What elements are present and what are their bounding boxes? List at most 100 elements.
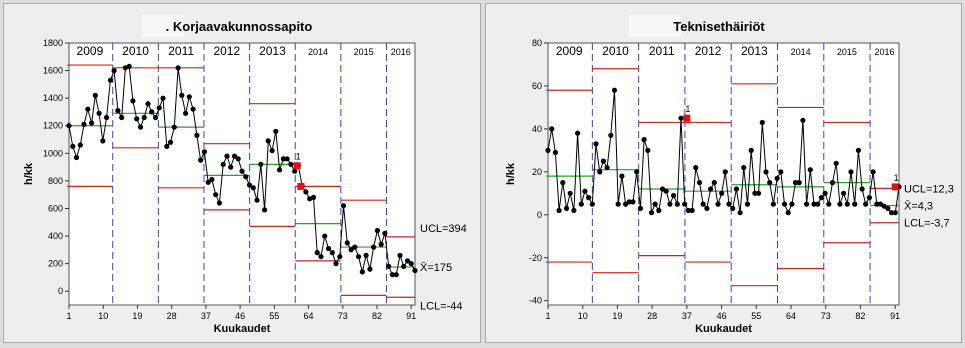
data-point-24	[152, 114, 159, 121]
data-point-54	[741, 165, 747, 171]
right-chart-panel: Teknisethäiriöt 2009 2010 2011 2012 2013 2014 2…	[485, 3, 962, 343]
data-point-50	[726, 201, 732, 207]
x-tick-label: 64	[304, 311, 314, 321]
data-point-2	[70, 143, 76, 149]
data-point-83	[374, 227, 380, 234]
data-point-31	[656, 207, 662, 214]
data-point-1	[66, 123, 72, 129]
data-point-40	[689, 207, 695, 214]
x-tick-label: 73	[821, 311, 831, 321]
data-point-20	[615, 201, 621, 207]
data-point-4	[77, 142, 83, 148]
data-point-33	[186, 94, 192, 100]
year-label-2012: 2012	[695, 44, 722, 58]
out-of-control-marker-2	[297, 182, 305, 190]
data-point-64	[778, 169, 784, 175]
data-point-47	[715, 201, 721, 207]
data-point-23	[149, 109, 155, 115]
out-of-control-marker-1	[293, 162, 301, 170]
y-tick-label: 800	[48, 176, 63, 186]
data-point-59	[284, 156, 290, 162]
x-tick-label: 91	[890, 311, 900, 321]
data-point-88	[393, 272, 399, 278]
data-point-38	[205, 179, 211, 185]
data-point-29	[648, 210, 655, 216]
data-point-70	[325, 245, 332, 252]
data-point-85	[855, 147, 861, 153]
ucl-value-label: UCL=12,3	[904, 183, 954, 195]
data-point-12	[586, 195, 592, 201]
x-tick-label: 64	[786, 311, 796, 321]
data-point-20	[137, 124, 144, 130]
y-tick-label: 200	[48, 259, 63, 269]
data-point-53	[262, 207, 268, 213]
data-point-57	[752, 190, 758, 196]
data-point-68	[318, 254, 324, 260]
out-of-control-marker-2	[891, 183, 899, 191]
data-point-8	[571, 207, 577, 214]
data-point-37	[201, 149, 207, 155]
data-point-63	[774, 175, 780, 181]
chart-title: Teknisethäiriöt	[673, 19, 765, 34]
data-point-2	[549, 126, 555, 132]
data-point-86	[386, 263, 392, 269]
x-tick-label: 10	[578, 311, 588, 321]
data-point-30	[175, 65, 181, 71]
y-tick-label: 1200	[43, 121, 63, 131]
data-point-89	[397, 252, 403, 258]
year-label-2015: 2015	[354, 47, 374, 57]
year-label-2016: 2016	[875, 47, 895, 57]
x-axis-label: Kuukaudet	[214, 323, 271, 335]
data-point-77	[352, 244, 358, 250]
x-tick-label: 37	[682, 311, 692, 321]
x-tick-label: 28	[647, 311, 657, 321]
x-tick-label: 91	[406, 311, 416, 321]
y-tick-label: -40	[529, 296, 542, 306]
data-point-6	[85, 106, 91, 112]
left-chart-svg: . Korjaavakunnossapito 2009 2010 2011 2012 20…	[23, 15, 467, 335]
year-label-2012: 2012	[213, 44, 240, 58]
data-point-4	[556, 207, 562, 214]
data-point-86	[859, 186, 865, 192]
data-point-46	[235, 156, 241, 162]
data-point-39	[209, 176, 215, 183]
left-chart-panel: . Korjaavakunnossapito 2009 2010 2011 2012 20…	[3, 3, 481, 343]
data-point-45	[708, 186, 714, 192]
data-point-58	[756, 190, 762, 196]
data-point-21	[619, 173, 625, 179]
data-point-75	[344, 240, 350, 246]
x-tick-label: 1	[66, 311, 71, 321]
data-point-52	[733, 186, 739, 192]
data-point-11	[104, 114, 110, 121]
x-tick-label: 46	[235, 311, 245, 321]
data-point-10	[100, 138, 106, 144]
year-label-2011: 2011	[649, 44, 675, 58]
data-point-83	[848, 169, 854, 175]
data-point-9	[575, 130, 581, 136]
data-point-51	[254, 197, 260, 203]
y-tick-label: 1800	[43, 38, 63, 48]
data-point-31	[179, 92, 185, 98]
data-point-15	[119, 114, 125, 121]
year-label-2009: 2009	[77, 44, 104, 58]
data-point-41	[693, 165, 699, 171]
x-tick-label: 1	[545, 311, 550, 321]
x-tick-label: 28	[167, 311, 177, 321]
data-point-51	[730, 205, 736, 211]
data-point-80	[363, 252, 369, 258]
data-point-95	[892, 210, 898, 216]
data-point-3	[73, 154, 80, 161]
year-label-2010: 2010	[122, 44, 149, 58]
data-point-32	[183, 110, 189, 116]
data-point-42	[220, 161, 226, 167]
data-point-25	[156, 105, 162, 111]
data-point-69	[796, 180, 802, 186]
data-point-54	[265, 138, 271, 144]
data-point-11	[582, 188, 588, 194]
data-point-36	[674, 201, 680, 207]
data-point-81	[841, 190, 847, 196]
data-point-53	[737, 210, 743, 216]
data-point-35	[194, 132, 200, 138]
data-point-69	[322, 233, 328, 239]
